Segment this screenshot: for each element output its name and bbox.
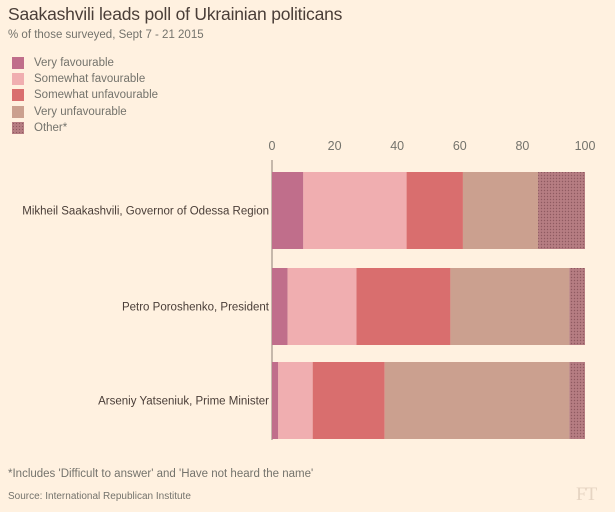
- bar-group-arseniy-yatseniuk: [272, 362, 585, 439]
- x-tick-label: 0: [269, 139, 276, 153]
- footnote: *Includes 'Difficult to answer' and 'Hav…: [8, 468, 314, 480]
- bar-group-petro-poroshenko: [272, 268, 585, 345]
- bar-segment-somewhat-favourable: [278, 362, 313, 439]
- legend-swatch: [12, 57, 24, 70]
- bar-segment-very-favourable: [272, 362, 279, 439]
- legend-label: Very unfavourable: [34, 105, 127, 118]
- bar-segment-somewhat-favourable: [287, 268, 357, 345]
- category-label: Mikheil Saakashvili, Governor of Odessa …: [22, 206, 269, 218]
- legend-swatch: [12, 121, 24, 134]
- bar-segment-other: [569, 362, 585, 439]
- legend-label: Other*: [34, 121, 68, 134]
- bar-segment-very-favourable: [272, 268, 288, 345]
- legend-label: Very favourable: [34, 57, 114, 70]
- legend-label: Somewhat favourable: [34, 73, 146, 86]
- x-tick-label: 40: [390, 139, 404, 153]
- legend-swatch: [12, 105, 24, 118]
- bar-segment-somewhat-unfavourable: [406, 172, 463, 249]
- category-label: Arseniy Yatseniuk, Prime Minister: [98, 396, 269, 408]
- legend-swatch: [12, 89, 24, 102]
- bar-segment-other: [569, 268, 585, 345]
- bar-segment-very-unfavourable: [450, 268, 570, 345]
- legend-swatch: [12, 73, 24, 86]
- bar-segment-other: [538, 172, 585, 249]
- bar-segment-very-favourable: [272, 172, 304, 249]
- source-note: Source: International Republican Institu…: [8, 491, 191, 502]
- x-tick-label: 20: [328, 139, 342, 153]
- category-label: Petro Poroshenko, President: [122, 302, 270, 314]
- legend: Very favourable Somewhat favourable Somewh…: [12, 55, 158, 136]
- legend-label: Somewhat unfavourable: [34, 89, 159, 102]
- bar-segment-somewhat-unfavourable: [356, 268, 451, 345]
- legend-item-very-unfavourable: Very unfavourable: [12, 104, 158, 120]
- ft-logo: FT: [576, 484, 597, 505]
- bar-segment-somewhat-unfavourable: [312, 362, 385, 439]
- bar-segment-very-unfavourable: [462, 172, 539, 249]
- bar-segment-somewhat-favourable: [303, 172, 407, 249]
- legend-item-somewhat-unfavourable: Somewhat unfavourable: [12, 87, 158, 103]
- legend-item-somewhat-favourable: Somewhat favourable: [12, 71, 158, 87]
- chart-subtitle: % of those surveyed, Sept 7 - 21 2015: [8, 29, 204, 41]
- bar-group-mikheil-saakashvili: [272, 172, 585, 249]
- bar-segment-very-unfavourable: [384, 362, 570, 439]
- chart-title: Saakashvili leads poll of Ukrainian poli…: [8, 4, 343, 24]
- x-tick-label: 80: [515, 139, 529, 153]
- x-tick-label: 100: [575, 139, 596, 153]
- x-tick-label: 60: [453, 139, 467, 153]
- legend-item-very-favourable: Very favourable: [12, 55, 158, 71]
- legend-item-other: Other*: [12, 120, 158, 136]
